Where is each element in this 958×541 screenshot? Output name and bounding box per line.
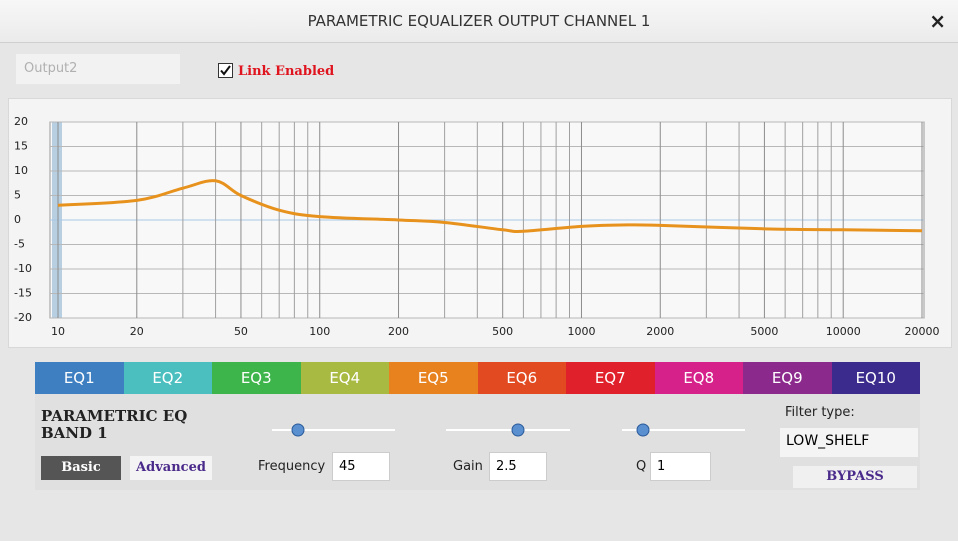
frequency-label: Frequency bbox=[258, 459, 326, 474]
eq-curve bbox=[57, 179, 923, 233]
eq-tab[interactable]: EQ9 bbox=[743, 362, 832, 394]
filter-type-select[interactable]: LOW_SHELF bbox=[780, 428, 918, 457]
eq-tab[interactable]: EQ10 bbox=[831, 362, 920, 394]
y-tick-label: 15 bbox=[14, 140, 28, 153]
eq-tab[interactable]: EQ6 bbox=[477, 362, 566, 394]
x-tick-label: 10000 bbox=[826, 325, 861, 338]
x-tick-label: 1000 bbox=[567, 325, 595, 338]
x-tick-label: 20 bbox=[130, 325, 144, 338]
eq-tab[interactable]: EQ4 bbox=[300, 362, 389, 394]
eq-tab[interactable]: EQ1 bbox=[35, 362, 124, 394]
y-tick-label: -15 bbox=[14, 287, 32, 300]
band-title: PARAMETRIC EQ BAND 1 bbox=[41, 407, 188, 442]
slider-knob[interactable] bbox=[291, 423, 305, 437]
advanced-button[interactable]: Advanced bbox=[130, 456, 212, 480]
close-button[interactable]: × bbox=[929, 9, 946, 33]
output-name-input[interactable]: Output2 bbox=[16, 54, 180, 84]
x-tick-label: 20000 bbox=[905, 325, 940, 338]
link-label[interactable]: Link Enabled bbox=[238, 64, 335, 79]
gain-input[interactable]: 2.5 bbox=[489, 452, 547, 481]
eq-tab[interactable]: EQ3 bbox=[212, 362, 301, 394]
q-input[interactable]: 1 bbox=[650, 452, 711, 481]
sliders bbox=[272, 423, 745, 437]
slider-knob[interactable] bbox=[636, 423, 650, 437]
y-tick-label: -20 bbox=[14, 311, 32, 324]
check-mark bbox=[220, 65, 231, 76]
frequency-input[interactable]: 45 bbox=[332, 452, 390, 481]
y-tick-label: -5 bbox=[14, 238, 25, 251]
eq-tab[interactable]: EQ7 bbox=[566, 362, 655, 394]
basic-button[interactable]: Basic bbox=[41, 456, 121, 480]
slider-knob[interactable] bbox=[511, 423, 525, 437]
eq-tab[interactable]: EQ5 bbox=[389, 362, 478, 394]
gain-label: Gain bbox=[453, 459, 483, 474]
y-tick-label: -10 bbox=[14, 262, 32, 275]
y-tick-label: 0 bbox=[14, 213, 21, 226]
title-bar bbox=[0, 0, 958, 43]
dialog-title: PARAMETRIC EQUALIZER OUTPUT CHANNEL 1 bbox=[307, 12, 651, 30]
y-tick-label: 10 bbox=[14, 164, 28, 177]
q-label: Q bbox=[636, 459, 647, 474]
y-tick-label: 20 bbox=[14, 115, 28, 128]
x-tick-label: 10 bbox=[51, 325, 65, 338]
eq-tab[interactable]: EQ2 bbox=[123, 362, 212, 394]
eq-tab[interactable]: EQ8 bbox=[654, 362, 743, 394]
x-tick-label: 2000 bbox=[646, 325, 674, 338]
bypass-button[interactable]: BYPASS bbox=[793, 466, 917, 488]
x-tick-label: 5000 bbox=[750, 325, 778, 338]
x-tick-label: 100 bbox=[309, 325, 330, 338]
link-checkbox[interactable] bbox=[218, 63, 233, 78]
x-tick-label: 200 bbox=[388, 325, 409, 338]
y-tick-label: 5 bbox=[14, 189, 21, 202]
x-tick-label: 500 bbox=[492, 325, 513, 338]
x-tick-label: 50 bbox=[234, 325, 248, 338]
filter-type-label: Filter type: bbox=[785, 405, 855, 420]
